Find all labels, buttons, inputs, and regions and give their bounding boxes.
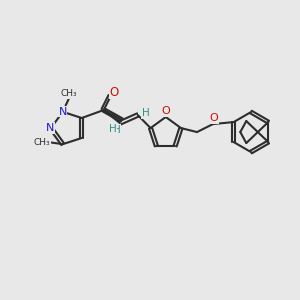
Text: H: H (113, 125, 121, 135)
Text: N: N (58, 107, 67, 117)
Text: O: O (210, 113, 218, 123)
Text: N: N (46, 123, 54, 133)
Text: CH₃: CH₃ (60, 89, 77, 98)
Text: H: H (109, 124, 117, 134)
Text: O: O (161, 106, 170, 116)
Text: CH₃: CH₃ (33, 138, 50, 147)
Text: O: O (109, 85, 119, 98)
Text: H: H (142, 108, 150, 118)
